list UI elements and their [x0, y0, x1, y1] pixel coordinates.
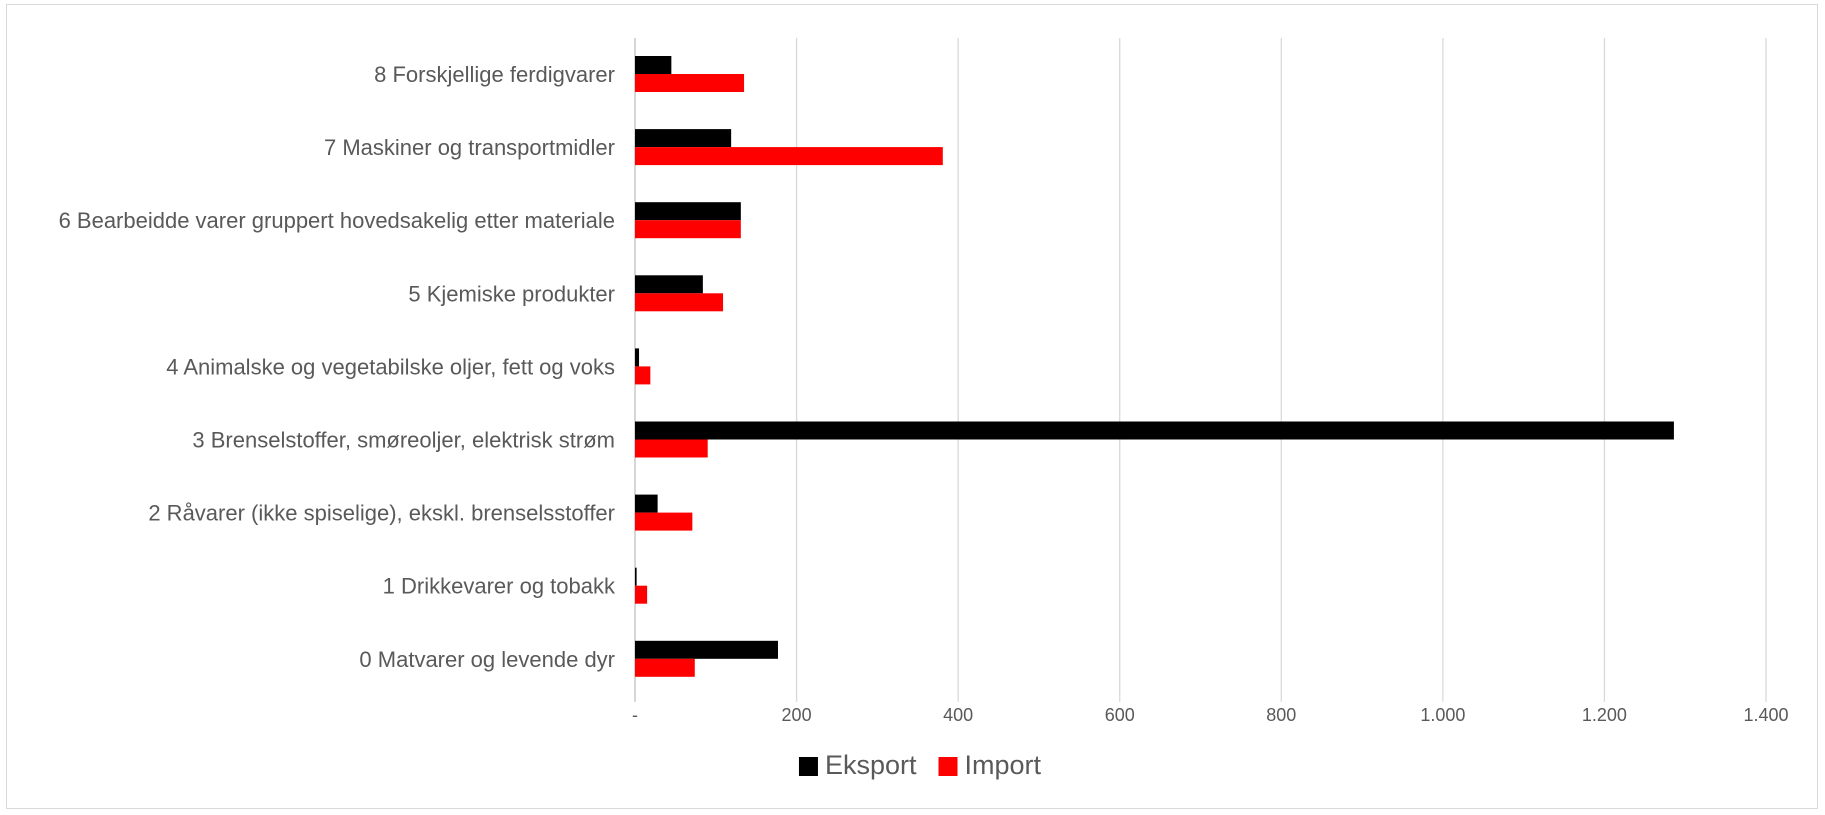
- chart-area: 8 Forskjellige ferdigvarer 7 Maskiner og …: [6, 4, 1818, 809]
- bars: [635, 56, 1674, 677]
- category-label: 7 Maskiner og transportmidler: [324, 135, 615, 160]
- bar-eksport: [635, 567, 637, 586]
- bar-import: [635, 220, 741, 239]
- horizontal-bar-chart: 8 Forskjellige ferdigvarer 7 Maskiner og …: [59, 38, 1789, 780]
- category-label: 8 Forskjellige ferdigvarer: [374, 62, 615, 87]
- bar-import: [635, 439, 708, 458]
- legend: Eksport Import: [798, 750, 1042, 780]
- x-tick-label: 1.000: [1420, 705, 1465, 725]
- bar-eksport: [635, 275, 703, 294]
- category-label: 2 Råvarer (ikke spiselige), ekskl. brens…: [148, 501, 615, 526]
- x-tick-label: 800: [1266, 705, 1296, 725]
- bar-eksport: [635, 56, 672, 74]
- legend-label: Eksport: [825, 750, 917, 780]
- x-tick-label: 1.200: [1582, 705, 1627, 725]
- x-tick-label: 400: [943, 705, 973, 725]
- gridlines: [634, 38, 1767, 702]
- legend-swatch-eksport: [798, 757, 818, 776]
- bar-eksport: [635, 640, 778, 659]
- bar-import: [635, 512, 693, 531]
- legend-item-eksport: Eksport: [798, 750, 917, 780]
- category-label: 6 Bearbeidde varer gruppert hovedsakelig…: [59, 208, 615, 233]
- bar-import: [635, 658, 695, 677]
- bar-import: [635, 147, 943, 166]
- category-label: 5 Kjemiske produkter: [408, 281, 615, 306]
- bar-import: [635, 366, 651, 385]
- bar-import: [635, 585, 648, 604]
- x-axis-ticks: - 200 400 600 800 1.000 1.200 1.400: [632, 705, 1789, 725]
- category-label: 3 Brenselstoffer, smøreoljer, elektrisk …: [192, 428, 615, 453]
- category-label: 1 Drikkevarer og tobakk: [383, 574, 616, 599]
- category-labels: 8 Forskjellige ferdigvarer 7 Maskiner og …: [59, 62, 616, 672]
- x-tick-label: 1.400: [1743, 705, 1788, 725]
- legend-swatch-import: [938, 757, 958, 776]
- bar-eksport: [635, 421, 1674, 440]
- category-label: 0 Matvarer og levende dyr: [359, 647, 615, 672]
- x-tick-label: 200: [782, 705, 812, 725]
- bar-import: [635, 74, 745, 92]
- x-tick-label: 600: [1105, 705, 1135, 725]
- bar-eksport: [635, 129, 732, 148]
- category-label: 4 Animalske og vegetabilske oljer, fett …: [166, 354, 615, 379]
- bar-import: [635, 293, 724, 312]
- legend-label: Import: [965, 750, 1042, 780]
- bar-eksport: [635, 348, 640, 367]
- bar-eksport: [635, 494, 658, 513]
- x-tick-label: -: [632, 705, 638, 725]
- legend-item-import: Import: [938, 750, 1042, 780]
- bar-eksport: [635, 202, 741, 221]
